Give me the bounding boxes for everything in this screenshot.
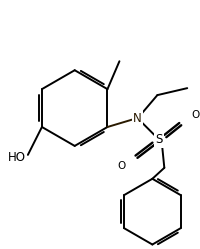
Text: HO: HO — [8, 151, 26, 164]
Text: O: O — [190, 110, 198, 120]
Text: S: S — [155, 133, 162, 146]
Text: N: N — [132, 112, 141, 124]
Text: O: O — [117, 161, 125, 171]
